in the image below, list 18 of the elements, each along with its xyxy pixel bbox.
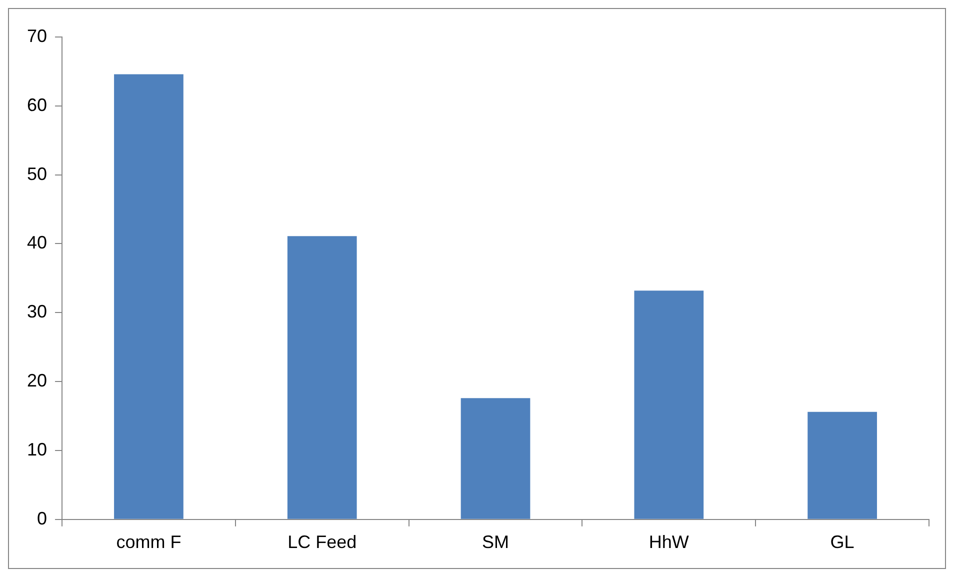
y-tick-label: 60 bbox=[26, 94, 48, 115]
bar bbox=[808, 412, 877, 519]
x-tick-label: LC Feed bbox=[288, 532, 357, 552]
x-tick-label: GL bbox=[830, 532, 854, 552]
x-tick-label: SM bbox=[482, 532, 510, 552]
x-tick-label: HhW bbox=[648, 532, 689, 552]
bar bbox=[287, 236, 357, 519]
y-tick-label: 30 bbox=[26, 302, 48, 322]
y-tick-label: 0 bbox=[37, 508, 48, 528]
bar bbox=[460, 398, 530, 519]
y-tick-label: 40 bbox=[26, 232, 48, 253]
y-tick-label: 70 bbox=[26, 26, 48, 46]
bar bbox=[114, 74, 184, 519]
y-tick-label: 50 bbox=[26, 164, 48, 184]
y-tick-label: 20 bbox=[26, 370, 48, 391]
y-tick-label: 10 bbox=[26, 439, 48, 460]
bar bbox=[634, 290, 704, 519]
x-tick-label: comm F bbox=[116, 532, 182, 552]
